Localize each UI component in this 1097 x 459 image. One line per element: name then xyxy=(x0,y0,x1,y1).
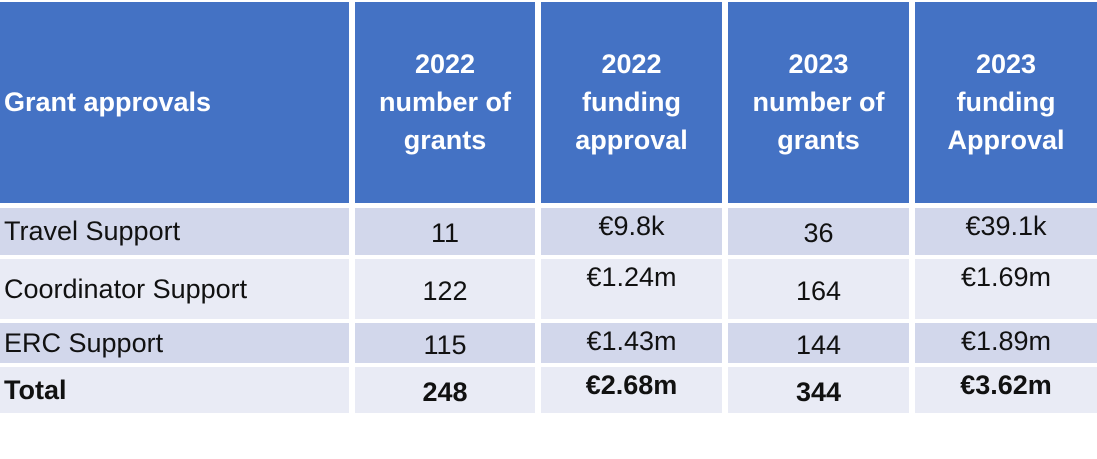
cell-2022-funding: €1.24m xyxy=(538,257,728,323)
cell-2023-funding: €39.1k xyxy=(912,205,1097,259)
cell-2022-number: 122 xyxy=(352,257,541,323)
row-label: Coordinator Support xyxy=(0,257,355,323)
header-2022-funding-approval: 2022 funding approval xyxy=(538,2,728,208)
cell-2023-funding: €3.62m xyxy=(912,365,1097,413)
cell-2023-number: 144 xyxy=(725,321,915,367)
cell-2022-funding: €2.68m xyxy=(538,365,728,413)
cell-2022-funding: €1.43m xyxy=(538,321,728,367)
cell-2022-number: 248 xyxy=(352,365,541,413)
cell-2023-funding: €1.69m xyxy=(912,257,1097,323)
header-grant-approvals: Grant approvals xyxy=(0,2,355,208)
grant-approvals-table: Grant approvals 2022 number of grants 20… xyxy=(0,2,1097,413)
table-row-erc-support: ERC Support 115 €1.43m 144 €1.89m xyxy=(0,321,1097,367)
cell-2022-number: 11 xyxy=(352,205,541,259)
row-label: Travel Support xyxy=(0,205,355,259)
table-row-travel-support: Travel Support 11 €9.8k 36 €39.1k xyxy=(0,205,1097,259)
cell-2022-number: 115 xyxy=(352,321,541,367)
cell-2023-funding: €1.89m xyxy=(912,321,1097,367)
header-2023-funding-approval: 2023 funding Approval xyxy=(912,2,1097,208)
header-row: Grant approvals 2022 number of grants 20… xyxy=(0,2,1097,208)
header-2022-number-of-grants: 2022 number of grants xyxy=(352,2,541,208)
cell-2023-number: 344 xyxy=(725,365,915,413)
cell-2022-funding: €9.8k xyxy=(538,205,728,259)
table-row-coordinator-support: Coordinator Support 122 €1.24m 164 €1.69… xyxy=(0,257,1097,323)
cell-2023-number: 164 xyxy=(725,257,915,323)
row-label: Total xyxy=(0,365,355,413)
cell-2023-number: 36 xyxy=(725,205,915,259)
row-label: ERC Support xyxy=(0,321,355,367)
table-row-total: Total 248 €2.68m 344 €3.62m xyxy=(0,365,1097,413)
header-2023-number-of-grants: 2023 number of grants xyxy=(725,2,915,208)
